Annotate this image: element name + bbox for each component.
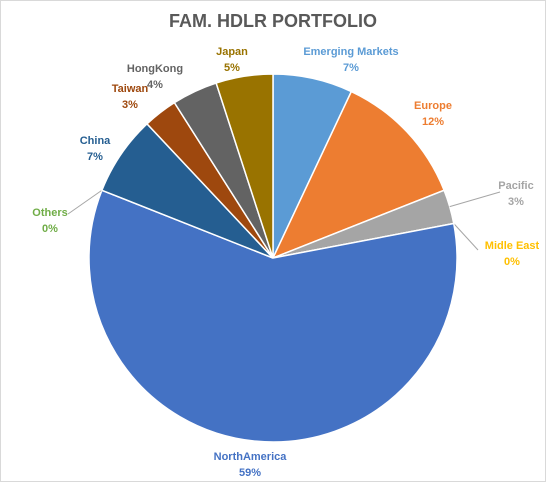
- data-label-name: NorthAmerica: [214, 451, 288, 463]
- data-label-value: 3%: [122, 99, 138, 111]
- data-label-name: Others: [32, 207, 67, 219]
- data-label-name: China: [80, 135, 111, 147]
- data-label-name: Europe: [414, 100, 452, 112]
- data-label-value: 12%: [422, 116, 444, 128]
- data-label-value: 7%: [343, 62, 359, 74]
- pie-slice: [88, 189, 458, 443]
- leader-line: [453, 223, 479, 251]
- data-label-value: 5%: [224, 62, 240, 74]
- chart-title: FAM. HDLR PORTFOLIO: [169, 11, 377, 31]
- data-label-value: 0%: [42, 223, 58, 235]
- data-label-name: Pacific: [498, 180, 533, 192]
- leader-line: [449, 191, 501, 208]
- pie-slice: [271, 90, 446, 260]
- data-label-value: 7%: [87, 151, 103, 163]
- data-label-name: Midle East: [485, 240, 540, 252]
- data-label-name: Taiwan: [112, 83, 149, 95]
- leader-line: [67, 189, 103, 215]
- data-label-name: Emerging Markets: [303, 46, 398, 58]
- pie-slice: [215, 73, 274, 259]
- data-label-value: 3%: [508, 196, 524, 208]
- data-label-value: 4%: [147, 79, 163, 91]
- data-label-value: 59%: [239, 467, 261, 479]
- data-label-name: HongKong: [127, 63, 183, 75]
- data-label-name: Japan: [216, 46, 248, 58]
- data-label-value: 0%: [504, 256, 520, 268]
